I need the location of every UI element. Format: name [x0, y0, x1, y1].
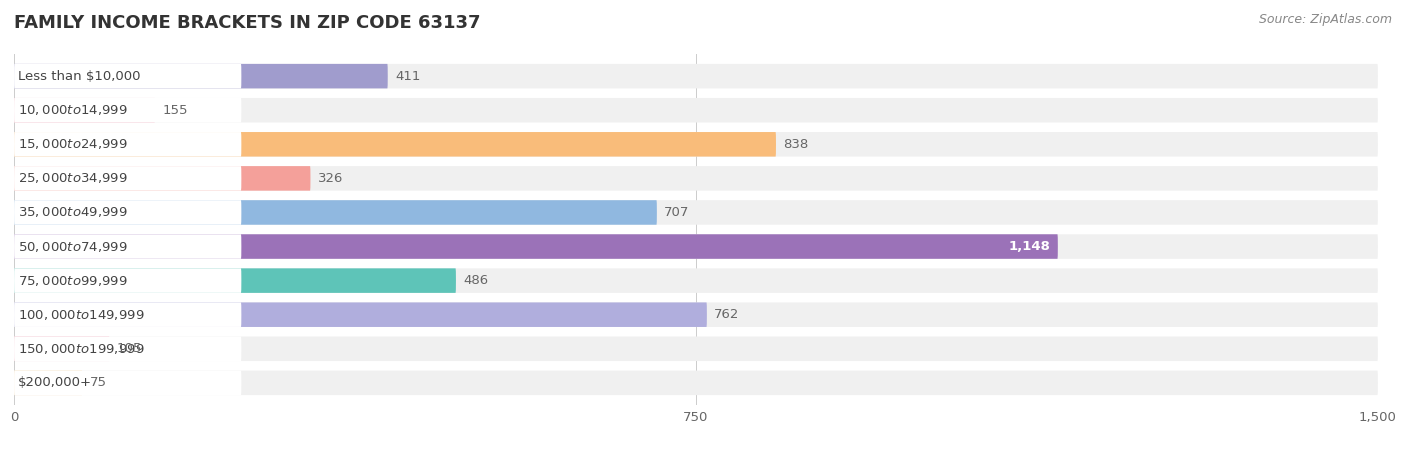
- Text: $25,000 to $34,999: $25,000 to $34,999: [18, 171, 128, 185]
- FancyBboxPatch shape: [14, 268, 456, 293]
- FancyBboxPatch shape: [14, 302, 707, 327]
- Text: 707: 707: [664, 206, 689, 219]
- Text: $75,000 to $99,999: $75,000 to $99,999: [18, 274, 128, 288]
- FancyBboxPatch shape: [14, 268, 242, 293]
- FancyBboxPatch shape: [14, 132, 1378, 157]
- FancyBboxPatch shape: [14, 132, 776, 157]
- Text: $200,000+: $200,000+: [18, 376, 91, 389]
- FancyBboxPatch shape: [14, 302, 242, 327]
- FancyBboxPatch shape: [14, 337, 1378, 361]
- FancyBboxPatch shape: [14, 166, 1378, 191]
- FancyBboxPatch shape: [14, 234, 1378, 259]
- Text: $50,000 to $74,999: $50,000 to $74,999: [18, 239, 128, 253]
- FancyBboxPatch shape: [14, 200, 657, 225]
- FancyBboxPatch shape: [14, 234, 1057, 259]
- Text: 762: 762: [714, 308, 740, 321]
- Text: Less than $10,000: Less than $10,000: [18, 70, 141, 83]
- FancyBboxPatch shape: [14, 371, 1378, 395]
- Text: FAMILY INCOME BRACKETS IN ZIP CODE 63137: FAMILY INCOME BRACKETS IN ZIP CODE 63137: [14, 14, 481, 32]
- Text: $100,000 to $149,999: $100,000 to $149,999: [18, 308, 145, 322]
- FancyBboxPatch shape: [14, 337, 242, 361]
- FancyBboxPatch shape: [14, 64, 388, 88]
- FancyBboxPatch shape: [14, 234, 242, 259]
- FancyBboxPatch shape: [14, 166, 311, 191]
- Text: 155: 155: [162, 104, 188, 117]
- FancyBboxPatch shape: [14, 337, 110, 361]
- FancyBboxPatch shape: [14, 98, 1378, 122]
- Text: 486: 486: [463, 274, 488, 287]
- Text: $15,000 to $24,999: $15,000 to $24,999: [18, 137, 128, 151]
- Text: 105: 105: [117, 342, 142, 355]
- FancyBboxPatch shape: [14, 166, 242, 191]
- FancyBboxPatch shape: [14, 98, 242, 122]
- Text: 1,148: 1,148: [1008, 240, 1050, 253]
- Text: $35,000 to $49,999: $35,000 to $49,999: [18, 206, 128, 220]
- FancyBboxPatch shape: [14, 268, 1378, 293]
- FancyBboxPatch shape: [14, 200, 242, 225]
- Text: 838: 838: [783, 138, 808, 151]
- FancyBboxPatch shape: [14, 64, 1378, 88]
- FancyBboxPatch shape: [14, 371, 82, 395]
- FancyBboxPatch shape: [14, 98, 155, 122]
- FancyBboxPatch shape: [14, 371, 242, 395]
- Text: 75: 75: [90, 376, 107, 389]
- FancyBboxPatch shape: [14, 64, 242, 88]
- Text: Source: ZipAtlas.com: Source: ZipAtlas.com: [1258, 14, 1392, 27]
- Text: $150,000 to $199,999: $150,000 to $199,999: [18, 342, 145, 356]
- Text: 411: 411: [395, 70, 420, 83]
- Text: $10,000 to $14,999: $10,000 to $14,999: [18, 103, 128, 117]
- FancyBboxPatch shape: [14, 200, 1378, 225]
- Text: 326: 326: [318, 172, 343, 185]
- FancyBboxPatch shape: [14, 302, 1378, 327]
- FancyBboxPatch shape: [14, 132, 242, 157]
